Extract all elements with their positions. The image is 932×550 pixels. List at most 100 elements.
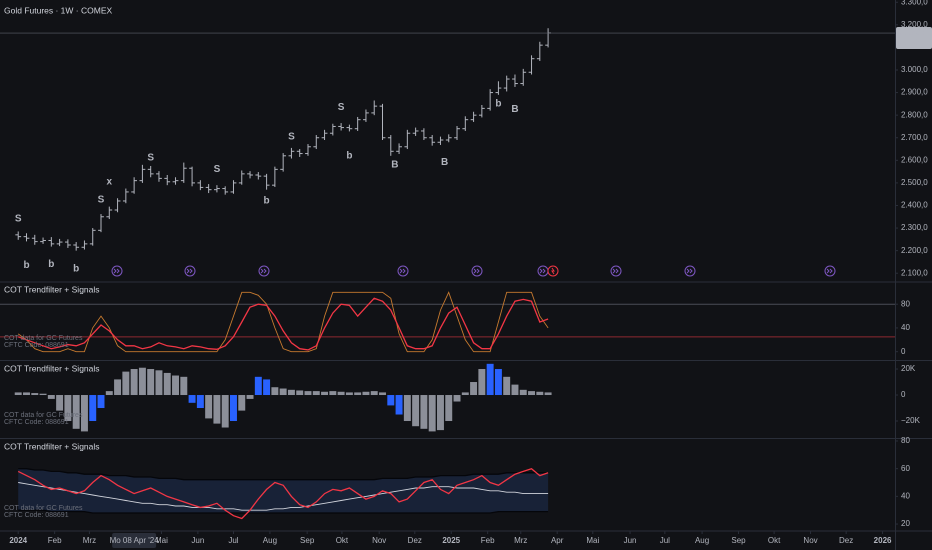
y-tick-label: 2.100,0 — [901, 268, 928, 277]
event-icon[interactable] — [111, 265, 123, 277]
x-tick-label: Jun — [191, 536, 204, 545]
histogram-bar — [263, 379, 271, 396]
x-tick-label: Sep — [300, 536, 315, 545]
histogram-bar — [172, 375, 179, 396]
event-icons — [111, 265, 836, 277]
y-tick-label: 2.900,0 — [901, 88, 928, 97]
histogram-bar — [23, 392, 30, 396]
histogram-bar — [246, 395, 254, 399]
x-tick-label: Apr — [551, 536, 564, 545]
signal-label: S — [214, 164, 221, 175]
x-tick-label: Mai — [586, 536, 599, 545]
x-tick-label: Dez — [839, 536, 853, 545]
x-tick-label: Feb — [48, 536, 62, 545]
histogram-bar — [403, 395, 411, 422]
x-tick-label: Okt — [768, 536, 781, 545]
pane-note: CFTC Code: 088691 — [4, 512, 69, 519]
series-line — [18, 482, 549, 511]
y-tick-label: 3.000,0 — [901, 65, 928, 74]
x-tick-label: Sep — [731, 536, 746, 545]
histogram-bar — [428, 395, 436, 432]
signal-label: b — [23, 260, 29, 271]
y-tick-label: 0 — [901, 390, 906, 399]
y-tick-label: 40 — [901, 491, 910, 500]
histogram-bar — [329, 391, 337, 396]
x-tick-label: Aug — [695, 536, 709, 545]
histogram-bar — [254, 376, 262, 396]
pane-note: CFTC Code: 088691 — [4, 419, 69, 426]
histogram-bar — [56, 395, 64, 411]
histogram-bar — [155, 370, 163, 396]
series-line — [17, 291, 549, 353]
histogram-bar — [412, 395, 420, 427]
event-icon[interactable] — [824, 265, 836, 277]
y-tick-label: 60 — [901, 464, 910, 473]
histogram-bar — [354, 392, 362, 396]
event-icon[interactable] — [610, 265, 622, 277]
y-tick-label: −20K — [901, 416, 921, 425]
x-tick-label: Dez — [408, 536, 422, 545]
histogram-bar — [287, 389, 295, 396]
y-tick-label: 40 — [901, 323, 910, 332]
y-tick-label: 2.800,0 — [901, 110, 928, 119]
y-tick-label: 2.300,0 — [901, 223, 928, 232]
histogram-bar — [188, 395, 196, 403]
y-tick-label: 80 — [901, 299, 910, 308]
pane-title: COT Trendfilter + Signals — [4, 284, 100, 294]
signal-label: b — [73, 263, 79, 274]
pane-title: COT Trendfilter + Signals — [4, 363, 100, 373]
event-icon-glyph — [113, 268, 833, 274]
histogram-bar — [72, 395, 80, 429]
histogram-bar — [436, 395, 444, 431]
signal-label: S — [288, 131, 295, 142]
event-icon[interactable] — [471, 265, 483, 277]
signal-label: B — [511, 104, 518, 115]
histogram-bar — [271, 387, 279, 396]
histogram-bar — [89, 395, 97, 422]
histogram-bar — [494, 369, 502, 396]
signal-label: S — [15, 214, 22, 225]
x-tick-label: Feb — [481, 536, 495, 545]
y-tick-label: 2.400,0 — [901, 201, 928, 210]
signal-label: b — [48, 259, 54, 270]
histogram-bar — [395, 395, 403, 415]
y-tick-label: 80 — [901, 436, 910, 445]
event-icon[interactable] — [547, 265, 559, 277]
signal-label: B — [441, 157, 448, 168]
histogram-bar — [196, 395, 204, 409]
histogram-bar — [345, 392, 353, 396]
histogram-bar — [536, 391, 544, 396]
crosshair-label: Mo 08 Apr '24 — [110, 536, 160, 545]
signal-label: x — [107, 176, 113, 187]
x-tick-label: 2026 — [874, 536, 892, 545]
event-icon[interactable] — [684, 265, 696, 277]
last-price-label: 3.163,8 — [900, 28, 927, 37]
histogram-bar — [370, 391, 378, 396]
histogram-bar — [64, 395, 72, 422]
histogram-bar — [453, 395, 461, 402]
histogram-bar — [528, 391, 536, 396]
x-tick-label: Nov — [803, 536, 817, 545]
event-icon[interactable] — [184, 265, 196, 277]
series-line — [17, 297, 549, 351]
y-tick-label: 3.300,0 — [901, 0, 928, 6]
price-bars — [15, 28, 551, 251]
x-tick-label: Aug — [263, 536, 277, 545]
histogram-bar — [304, 391, 312, 396]
pane-note: COT data for GC Futures — [4, 505, 83, 512]
histogram-bar — [486, 363, 494, 396]
pane-note: CFTC Code: 088691 — [4, 342, 69, 349]
band-area — [18, 468, 549, 513]
histogram-bar — [97, 395, 105, 409]
event-icon[interactable] — [397, 265, 409, 277]
pane-title: COT Trendfilter + Signals — [4, 441, 100, 451]
histogram-bar — [80, 395, 88, 432]
y-tick-label: 20 — [901, 519, 910, 528]
histogram-bar — [445, 395, 453, 422]
histogram-bar — [163, 372, 171, 396]
event-icon[interactable] — [258, 265, 270, 277]
pane-note: COT data for GC Futures — [4, 412, 83, 419]
histogram-bar — [337, 391, 345, 396]
